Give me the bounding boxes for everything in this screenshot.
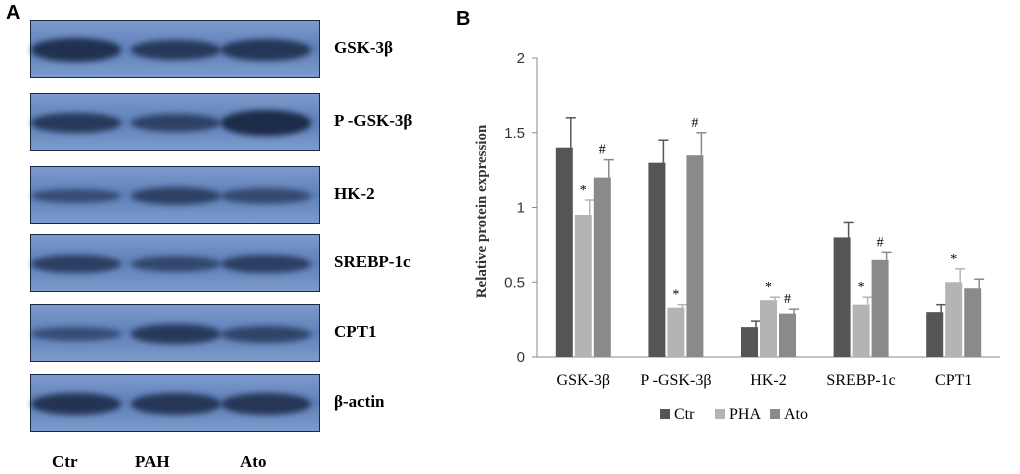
blot-strip bbox=[30, 20, 320, 78]
significance-mark: * bbox=[672, 288, 679, 303]
significance-mark: * bbox=[950, 252, 957, 267]
significance-mark: # bbox=[691, 116, 698, 131]
legend-label: PHA bbox=[729, 406, 761, 423]
blot-band bbox=[221, 254, 311, 274]
bar bbox=[871, 259, 889, 357]
category-label: GSK-3β bbox=[557, 372, 610, 389]
blot-band bbox=[131, 39, 221, 61]
blot-band bbox=[131, 114, 221, 132]
bar bbox=[926, 312, 944, 357]
blot-band bbox=[31, 38, 121, 62]
blot-strip bbox=[30, 166, 320, 224]
y-tick-label: 2 bbox=[517, 50, 525, 67]
blot-band bbox=[221, 39, 311, 61]
blot-band bbox=[221, 110, 311, 136]
bar bbox=[555, 147, 573, 357]
bar bbox=[686, 155, 704, 357]
y-tick-label: 0.5 bbox=[504, 274, 525, 291]
blot-strip bbox=[30, 374, 320, 432]
bar bbox=[964, 288, 982, 357]
blot-label: P -GSK-3β bbox=[334, 111, 413, 130]
blot-band bbox=[221, 325, 311, 343]
blot-band bbox=[131, 393, 221, 415]
blot-label: SREBP-1c bbox=[334, 252, 411, 271]
y-tick-label: 0 bbox=[517, 349, 525, 366]
blot-band bbox=[221, 188, 311, 204]
bar bbox=[833, 237, 851, 357]
legend-label: Ato bbox=[784, 406, 808, 423]
blot-label: GSK-3β bbox=[334, 38, 394, 57]
lane-label: PAH bbox=[135, 452, 170, 471]
significance-mark: * bbox=[580, 183, 587, 198]
blot-label: CPT1 bbox=[334, 322, 377, 341]
legend-label: Ctr bbox=[674, 406, 695, 423]
significance-mark: # bbox=[877, 235, 884, 250]
blot-band bbox=[131, 323, 221, 345]
legend-swatch bbox=[715, 409, 725, 419]
significance-mark: # bbox=[599, 143, 606, 158]
legend-swatch bbox=[660, 409, 670, 419]
blot-band bbox=[221, 393, 311, 415]
blot-band bbox=[131, 187, 221, 205]
bar bbox=[945, 282, 963, 357]
blot-band bbox=[31, 392, 121, 416]
lane-label: Ctr bbox=[52, 452, 78, 471]
blot-band bbox=[31, 254, 121, 274]
category-label: HK-2 bbox=[750, 372, 786, 389]
y-axis-label: Relative protein expression bbox=[474, 124, 490, 298]
bar bbox=[574, 214, 592, 357]
y-tick-label: 1.5 bbox=[504, 125, 525, 142]
significance-mark: * bbox=[858, 280, 865, 295]
y-tick-label: 1 bbox=[517, 200, 525, 217]
blot-band bbox=[31, 188, 121, 204]
bar bbox=[852, 304, 870, 357]
panel-b-letter: B bbox=[456, 8, 471, 30]
significance-mark: * bbox=[765, 280, 772, 295]
blot-strip bbox=[30, 234, 320, 292]
blot-strip bbox=[30, 304, 320, 362]
blot-label: β-actin bbox=[334, 392, 385, 411]
category-label: P -GSK-3β bbox=[640, 372, 711, 389]
bar bbox=[779, 313, 796, 357]
blot-band bbox=[31, 326, 121, 342]
category-label: CPT1 bbox=[935, 372, 972, 389]
blot-band bbox=[31, 112, 121, 134]
legend-swatch bbox=[770, 409, 780, 419]
panel-a-letter: A bbox=[6, 2, 21, 24]
category-label: SREBP-1c bbox=[826, 372, 895, 389]
bar bbox=[741, 327, 758, 357]
blot-label: HK-2 bbox=[334, 184, 375, 203]
blot-strip bbox=[30, 93, 320, 151]
bar bbox=[760, 300, 777, 357]
bar bbox=[648, 162, 666, 357]
lane-label: Ato bbox=[240, 452, 267, 471]
significance-mark: # bbox=[784, 292, 791, 307]
blot-band bbox=[131, 255, 221, 273]
bar bbox=[667, 307, 685, 357]
bar bbox=[593, 177, 611, 357]
